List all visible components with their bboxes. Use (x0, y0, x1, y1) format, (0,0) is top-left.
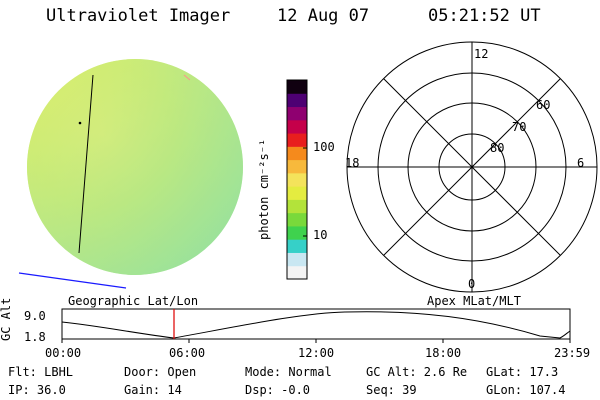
info-mode: Mode: Normal (245, 365, 332, 379)
colorbar-segment (287, 186, 307, 200)
observation-time: 05:21:52 UT (428, 6, 541, 26)
orbit-trace (18, 272, 127, 289)
timeline-xtick-1200: 12:00 (298, 346, 335, 360)
colorbar-frame (286, 79, 308, 280)
polar-diagonal-2 (383, 78, 561, 256)
info-glat: GLat: 17.3 (486, 365, 559, 379)
lat-label-80: 80 (490, 141, 505, 155)
mlt-label-0: 0 (468, 277, 476, 291)
colorbar-segment (287, 199, 307, 214)
info-ip: IP: 36.0 (8, 383, 66, 397)
info-dsp: Dsp: -0.0 (245, 383, 311, 397)
observation-date: 12 Aug 07 (277, 6, 370, 26)
instrument-title: Ultraviolet Imager (46, 6, 231, 26)
colorbar-segment (287, 146, 307, 161)
disk-shading (27, 59, 243, 275)
colorbar-segment (287, 172, 307, 187)
colorbar-segment (287, 239, 307, 253)
timeline-axis-label: GC Alt (0, 297, 13, 341)
info-glon: GLon: 107.4 (486, 383, 566, 397)
mlt-label-18: 18 (345, 156, 360, 170)
timeline-left-label: Geographic Lat/Lon (68, 294, 199, 308)
colorbar-segment (287, 212, 307, 227)
colorbar-tick-10: 10 (313, 228, 328, 242)
timeline-ytick-9: 9.0 (24, 309, 46, 323)
disk-dot (78, 121, 82, 125)
uv-image-panel (18, 59, 243, 289)
colorbar (286, 79, 308, 280)
info-seq: Seq: 39 (366, 383, 417, 397)
colorbar-segment (287, 106, 307, 121)
terminator-line (78, 74, 94, 254)
colorbar-tick-100: 100 (313, 140, 335, 154)
info-gain: Gain: 14 (124, 383, 182, 397)
colorbar-segment (287, 159, 307, 174)
mlt-label-6: 6 (577, 156, 585, 170)
colorbar-segment (287, 252, 307, 267)
colorbar-segment (287, 265, 307, 280)
colorbar-segment (287, 80, 307, 94)
timeline-panel (61, 308, 571, 343)
polar-plot (346, 41, 598, 293)
timeline-xtick-1800: 18:00 (425, 346, 462, 360)
altitude-curve (61, 311, 571, 339)
red-tick (183, 74, 191, 81)
colorbar-segment (287, 225, 307, 240)
info-gc-alt: GC Alt: 2.6 Re (366, 365, 468, 379)
info-filter: Flt: LBHL (8, 365, 74, 379)
colorbar-segment (287, 119, 307, 134)
timeline-ytick-1-8: 1.8 (24, 330, 46, 344)
mlt-label-12: 12 (474, 47, 489, 61)
lat-label-60: 60 (536, 98, 551, 112)
timeline-right-label: Apex MLat/MLT (427, 294, 521, 308)
timeline-xtick-2359: 23:59 (554, 346, 591, 360)
colorbar-unit-label: photon cm⁻²s⁻¹ (257, 138, 271, 240)
lat-label-70: 70 (512, 120, 527, 134)
info-door: Door: Open (124, 365, 197, 379)
timeline-xtick-0600: 06:00 (169, 346, 206, 360)
colorbar-segment (287, 93, 307, 108)
timeline-xtick-0000: 00:00 (45, 346, 82, 360)
colorbar-segment (287, 133, 307, 147)
